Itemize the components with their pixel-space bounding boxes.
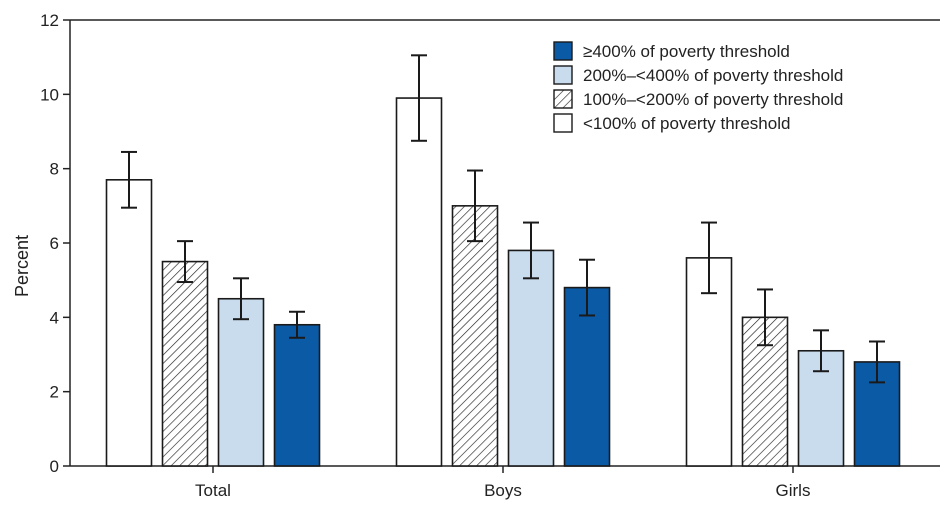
x-category-label: Girls (776, 481, 811, 500)
plot-area: 0 2 4 6 8 10 12 Total Boys Girls (40, 11, 940, 500)
y-tick-label: 0 (50, 457, 59, 476)
bar (273, 323, 321, 467)
legend-label: <100% of poverty threshold (583, 114, 790, 133)
y-tick-label: 4 (50, 308, 59, 327)
x-category-label: Boys (484, 481, 522, 500)
bar (451, 205, 499, 467)
y-axis-title: Percent (12, 235, 32, 297)
bar (105, 179, 153, 467)
bar (161, 260, 209, 467)
y-tick-label: 6 (50, 234, 59, 253)
y-tick-label: 10 (40, 85, 59, 104)
legend-swatch (553, 41, 573, 61)
y-tick-label: 2 (50, 383, 59, 402)
legend-swatch (553, 65, 573, 85)
bar (395, 97, 443, 467)
y-tick-label: 8 (50, 160, 59, 179)
bar (217, 297, 265, 467)
legend-swatch (553, 113, 573, 133)
bar (563, 286, 611, 467)
legend-label: 100%–<200% of poverty threshold (583, 90, 843, 109)
legend: ≥400% of poverty threshold 200%–<400% of … (553, 41, 843, 133)
y-tick-label: 12 (40, 11, 59, 30)
x-category-label: Total (195, 481, 231, 500)
bar (507, 249, 555, 467)
legend-label: ≥400% of poverty threshold (583, 42, 790, 61)
legend-label: 200%–<400% of poverty threshold (583, 66, 843, 85)
legend-swatch (553, 89, 573, 109)
